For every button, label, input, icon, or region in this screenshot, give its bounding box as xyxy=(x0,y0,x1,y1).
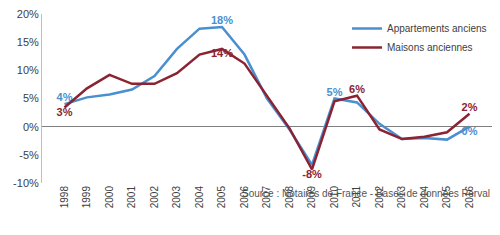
svg-text:0%: 0% xyxy=(462,125,478,137)
svg-text:2016: 2016 xyxy=(464,186,475,209)
svg-text:Maisons anciennes: Maisons anciennes xyxy=(387,42,473,53)
svg-text:2011: 2011 xyxy=(351,186,362,208)
svg-text:2007: 2007 xyxy=(261,186,272,209)
svg-text:2006: 2006 xyxy=(239,186,250,209)
svg-text:14%: 14% xyxy=(211,47,233,59)
svg-text:2014: 2014 xyxy=(419,186,430,209)
svg-text:2009: 2009 xyxy=(306,186,317,209)
svg-text:6%: 6% xyxy=(349,83,365,95)
svg-text:2004: 2004 xyxy=(194,186,205,209)
svg-text:2%: 2% xyxy=(462,101,478,113)
svg-text:2000: 2000 xyxy=(104,186,115,209)
svg-text:2002: 2002 xyxy=(149,186,160,209)
svg-text:0%: 0% xyxy=(23,121,39,133)
svg-text:-5%: -5% xyxy=(19,149,39,161)
svg-text:Appartements anciens: Appartements anciens xyxy=(387,23,487,34)
svg-text:2005: 2005 xyxy=(216,186,227,209)
svg-text:2012: 2012 xyxy=(374,186,385,209)
svg-text:4%: 4% xyxy=(57,91,73,103)
svg-text:5%: 5% xyxy=(23,92,39,104)
svg-text:2003: 2003 xyxy=(171,186,182,209)
svg-text:15%: 15% xyxy=(17,36,39,48)
svg-text:2010: 2010 xyxy=(329,186,340,209)
svg-text:-8%: -8% xyxy=(302,168,322,180)
svg-text:5%: 5% xyxy=(327,86,343,98)
svg-text:Source : Notaires de France -: Source : Notaires de France - Bases de d… xyxy=(242,188,490,199)
svg-text:2001: 2001 xyxy=(126,186,137,209)
svg-text:-10%: -10% xyxy=(13,177,39,189)
svg-text:20%: 20% xyxy=(17,8,39,20)
svg-text:10%: 10% xyxy=(17,64,39,76)
svg-text:2008: 2008 xyxy=(284,186,295,209)
svg-text:1998: 1998 xyxy=(59,186,70,209)
svg-text:3%: 3% xyxy=(57,106,73,118)
svg-text:1999: 1999 xyxy=(81,186,92,209)
svg-text:2013: 2013 xyxy=(396,186,407,209)
svg-text:2015: 2015 xyxy=(441,186,452,209)
svg-text:18%: 18% xyxy=(211,14,233,26)
